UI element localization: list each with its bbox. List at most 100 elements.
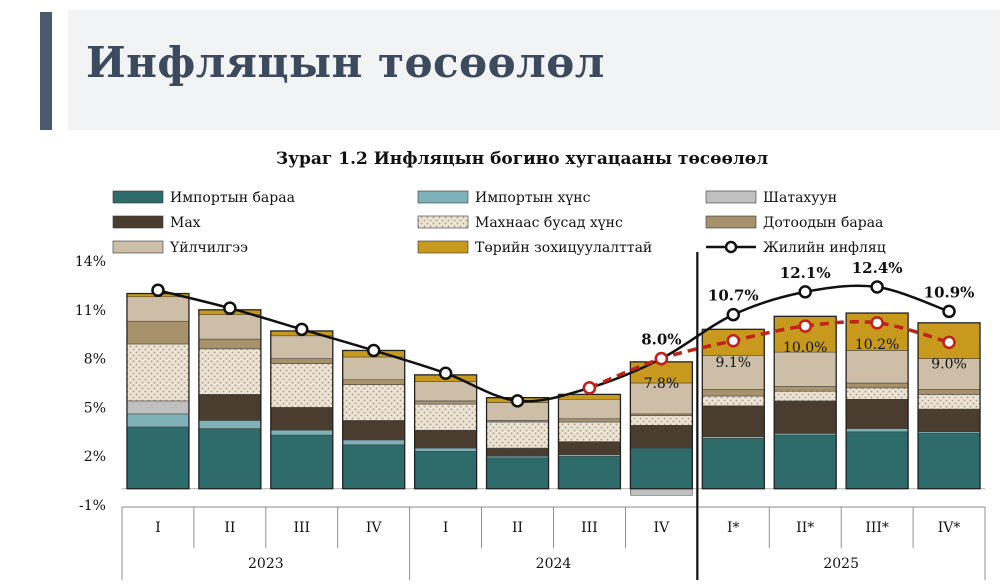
year-label: 2023 (248, 556, 284, 572)
inner-value-label: 9.0% (931, 356, 967, 372)
bar-segment (630, 382, 693, 415)
legend-swatch (112, 190, 164, 204)
bar-segment (126, 413, 190, 428)
year-label: 2024 (536, 556, 572, 572)
annual-inflation-point (510, 394, 525, 408)
bar-segment (270, 335, 334, 359)
bar-segment (845, 399, 909, 429)
bar-segment (270, 358, 334, 364)
bar-segment (198, 394, 262, 421)
legend-label: Импортын хүнс (475, 190, 591, 206)
bar-segment (702, 389, 765, 397)
x-tick-label: I (155, 520, 161, 536)
bar-segment (845, 431, 909, 489)
bar-segment (702, 355, 765, 390)
annual-inflation-point (438, 366, 453, 380)
x-tick-label: II (224, 520, 235, 536)
bar-segment (414, 403, 477, 431)
bar-segment (486, 447, 549, 457)
title-accent-bar (40, 12, 52, 130)
bar-outline (773, 315, 837, 490)
inner-value-label: 9.1% (716, 355, 752, 371)
legend-swatch (705, 190, 757, 204)
legend-label: Жилийн инфляц (763, 240, 886, 256)
y-tick-label: -1% (79, 498, 106, 514)
y-tick-label: 2% (84, 449, 106, 465)
legend-swatch (112, 215, 164, 229)
bar-segment (558, 421, 621, 442)
alt-inflation-line (588, 320, 950, 390)
alt-inflation-point (582, 381, 597, 395)
x-tick-label: IV (654, 520, 671, 536)
bar-segment (773, 434, 837, 489)
bar-segment (773, 351, 837, 387)
bar-segment (270, 434, 334, 489)
legend-label: Үйлчилгээ (169, 240, 248, 256)
bar-segment (917, 389, 981, 395)
legend-label: Дотоодын бараа (763, 215, 883, 231)
alt-inflation-point (726, 333, 741, 348)
bar-segment (126, 343, 190, 402)
inner-value-label: 10.0% (783, 340, 827, 356)
bar-outline (917, 322, 981, 490)
top-value-label: 8.0% (641, 331, 681, 349)
chart-title: Зураг 1.2 Инфляцын богино хугацааны төсө… (276, 149, 768, 169)
x-tick-label: III* (865, 520, 889, 536)
data-labels: 8.0% 10.7% 12.1% 12.4% 10.9% 7.8% 9.1% 10.0% 10.… (641, 259, 974, 392)
bar-segment (126, 426, 190, 489)
bar-segment (342, 384, 405, 421)
bar-segment (126, 320, 190, 345)
bar-segment (845, 350, 909, 384)
title-band (68, 10, 1000, 130)
legend-swatch (417, 240, 469, 254)
legend-label: Мах (170, 215, 201, 231)
bar-segment (414, 381, 477, 402)
annual-inflation-point (151, 283, 165, 298)
legend-swatch (705, 215, 757, 229)
top-value-label: 10.9% (924, 283, 975, 301)
inner-value-label: 10.2% (855, 337, 899, 353)
bar-segment (342, 444, 405, 489)
y-tick-label: 11% (75, 303, 106, 319)
bar-segment (414, 400, 477, 405)
bar-segment (414, 447, 477, 452)
bar-segment (773, 400, 837, 434)
bar-segment (845, 382, 909, 389)
bar-segment (773, 390, 837, 402)
x-axis: I II III IV I II III IV I* II* III* IV*2023 2024 2025 (121, 252, 986, 580)
bar-segment (773, 386, 837, 392)
alt-inflation-point (870, 316, 884, 330)
bar-segment (198, 338, 262, 350)
line-series (151, 280, 956, 408)
year-label: 2025 (823, 556, 859, 572)
top-value-label: 12.4% (852, 259, 903, 277)
annual-inflation-point (798, 285, 812, 299)
alt-inflation-point (798, 319, 812, 333)
bar-segment (198, 428, 262, 489)
annual-inflation-point (726, 307, 741, 322)
annual-inflation-point (942, 304, 956, 319)
bar-segment (414, 451, 477, 489)
y-axis: 14% 11% 8% 5% 2% -1% (75, 254, 985, 514)
bar-segment (342, 356, 405, 380)
bar-segment (702, 395, 765, 407)
bar-segment (917, 433, 981, 489)
bar-segment (558, 418, 621, 423)
bar-segment (845, 387, 909, 400)
alt-inflation-point (942, 335, 956, 350)
top-value-label: 10.7% (708, 287, 759, 305)
x-tick-label: III (293, 520, 310, 536)
legend-label: Махнаас бусад хүнс (475, 215, 623, 231)
top-value-label: 12.1% (780, 264, 831, 282)
legend-label: Төрийн зохицуулалттай (475, 240, 652, 256)
bar-segment (845, 428, 909, 433)
bar-segment (630, 488, 693, 496)
bar-segment (198, 420, 262, 429)
bar-outline (701, 328, 765, 490)
y-tick-label: 5% (84, 400, 106, 416)
inner-value-label: 7.8% (644, 376, 680, 392)
x-tick-label: IV (366, 520, 383, 536)
bar-outline (845, 312, 909, 490)
annual-inflation-point (366, 343, 381, 358)
